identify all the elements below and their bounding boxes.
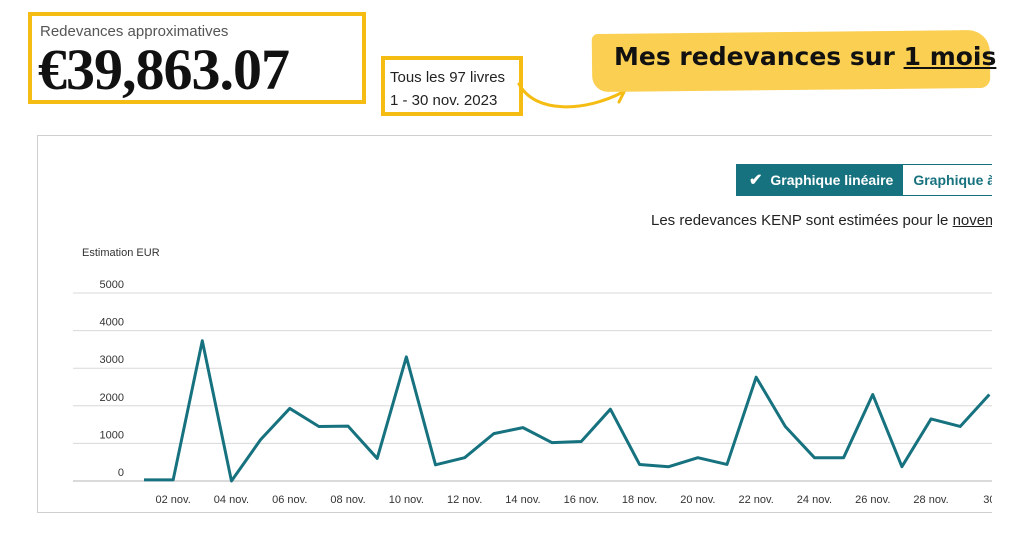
period-box: Tous les 97 livres 1 - 30 nov. 2023 (381, 56, 523, 116)
banner-title: Mes redevances sur 1 mois (614, 42, 996, 71)
royalty-amount: €39,863.07 (38, 37, 290, 102)
y-axis-label: Estimation EUR (82, 247, 160, 259)
bar-chart-label: Graphique à (913, 172, 992, 188)
y-tick-label: 5000 (100, 279, 124, 291)
y-tick-label: 1000 (100, 429, 124, 441)
banner-text-underlined: 1 mois (903, 42, 997, 71)
line-chart: 0 1000 2000 3000 4000 5000 02 nov. 04 nov. 06 no… (73, 279, 992, 506)
checkmark-icon: ✔ (749, 172, 763, 189)
x-tick-label: 26 nov. (855, 494, 890, 506)
x-tick-label: 28 nov. (913, 494, 948, 506)
y-tick-label: 3000 (100, 354, 124, 366)
royalty-summary-box: Redevances approximatives €39,863.07 (28, 12, 366, 104)
line-chart-label: Graphique linéaire (770, 172, 894, 188)
x-tick-label: 02 nov. (156, 494, 191, 506)
x-tick-label: 20 nov. (680, 494, 715, 506)
y-tick-label: 2000 (100, 392, 124, 404)
books-count: Tous les 97 livres (390, 69, 506, 86)
kenp-note: Les redevances KENP sont estimées pour l… (651, 212, 992, 229)
x-tick-label: 06 nov. (272, 494, 307, 506)
x-tick-label: 22 nov. (739, 494, 774, 506)
banner-text-main: Mes redevances sur (614, 42, 904, 71)
chart-panel: ✔ Graphique linéaire Graphique à Les red… (37, 135, 992, 513)
kenp-note-text: Les redevances KENP sont estimées pour l… (651, 212, 953, 229)
x-tick-label: 24 nov. (797, 494, 832, 506)
x-tick-label: 16 nov. (564, 494, 599, 506)
bar-chart-button[interactable]: Graphique à (903, 165, 992, 195)
x-tick-label: 30 (983, 494, 992, 506)
y-tick-label: 4000 (100, 317, 124, 329)
royalty-label: Redevances approximatives (40, 23, 229, 40)
x-tick-label: 10 nov. (389, 494, 424, 506)
y-tick-label: 0 (118, 467, 124, 479)
x-tick-label: 08 nov. (330, 494, 365, 506)
x-tick-label: 12 nov. (447, 494, 482, 506)
chart-type-toggle: ✔ Graphique linéaire Graphique à (736, 164, 992, 196)
line-chart-button[interactable]: ✔ Graphique linéaire (737, 165, 904, 195)
x-tick-label: 04 nov. (214, 494, 249, 506)
x-tick-label: 14 nov. (505, 494, 540, 506)
x-tick-label: 18 nov. (622, 494, 657, 506)
date-range: 1 - 30 nov. 2023 (390, 92, 498, 109)
kenp-note-link[interactable]: novembr (952, 212, 992, 229)
series-line (144, 339, 991, 483)
